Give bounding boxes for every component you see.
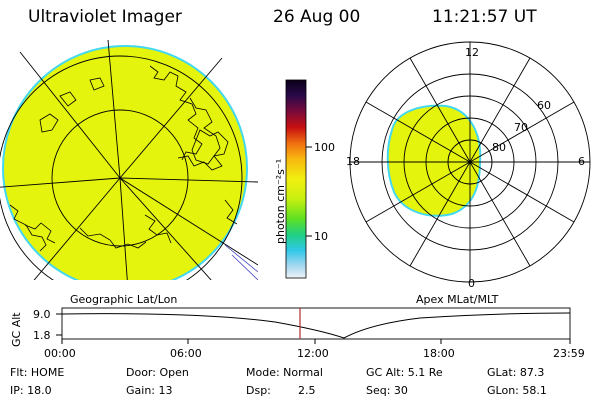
status-door: Door: Open (126, 366, 189, 379)
x-ticks (61, 339, 571, 344)
mlat-label-70: 70 (514, 121, 528, 134)
observation-time: 11:21:57 UT (432, 7, 537, 27)
mlat-label-60: 60 (537, 99, 551, 112)
xtick-2359: 23:59 (553, 347, 585, 360)
latitude-rings (0, 55, 243, 280)
status-seq: Seq: 30 (366, 384, 408, 397)
geographic-map (0, 40, 258, 280)
observation-date: 26 Aug 00 (273, 7, 361, 27)
altitude-ytick-9: 9.0 (33, 308, 51, 321)
meridians (0, 40, 258, 280)
xtick-1200: 12:00 (297, 347, 329, 360)
altitude-ytick-1.8: 1.8 (33, 329, 51, 342)
mlt-meridians (350, 42, 590, 282)
mlt-label-18: 18 (346, 155, 360, 168)
mlt-label-6: 6 (578, 155, 585, 168)
altitude-ylabel: GC Alt (10, 312, 23, 347)
colorbar-label-100: 100 (314, 141, 335, 154)
mlt-label-12: 12 (465, 46, 479, 59)
colorbar-gradient (285, 79, 307, 279)
mlat-label-80: 80 (492, 141, 506, 154)
instrument-title: Ultraviolet Imager (28, 7, 182, 27)
altitude-curve (61, 312, 571, 339)
colorbar-label-10: 10 (314, 230, 328, 243)
status-dsp-value: 2.5 (298, 384, 316, 397)
altitude-plot-frame (61, 307, 571, 340)
coastlines (9, 65, 238, 252)
colorbar-unit-label: photon cm⁻²s⁻¹ (274, 158, 287, 244)
polar-caption: Apex MLat/MLT (416, 293, 499, 306)
terminator-lines (224, 244, 258, 280)
status-gain: Gain: 13 (126, 384, 173, 397)
mlt-label-0: 0 (468, 277, 475, 290)
status-mode: Mode: Normal (246, 366, 323, 379)
status-gc-alt: GC Alt: 5.1 Re (366, 366, 443, 379)
aurora-image-geographic (2, 45, 248, 280)
xtick-0600: 06:00 (170, 347, 202, 360)
xtick-0000: 00:00 (44, 347, 76, 360)
geographic-caption: Geographic Lat/Lon (70, 293, 178, 306)
status-ip: IP: 18.0 (10, 384, 52, 397)
altitude-plot (56, 307, 571, 344)
colorbar (285, 79, 312, 279)
status-dsp-label: Dsp: (246, 384, 271, 397)
status-flight: Flt: HOME (10, 366, 65, 379)
xtick-1800: 18:00 (423, 347, 455, 360)
status-glat: GLat: 87.3 (487, 366, 545, 379)
status-glon: GLon: 58.1 (487, 384, 547, 397)
polar-plot (349, 41, 591, 283)
